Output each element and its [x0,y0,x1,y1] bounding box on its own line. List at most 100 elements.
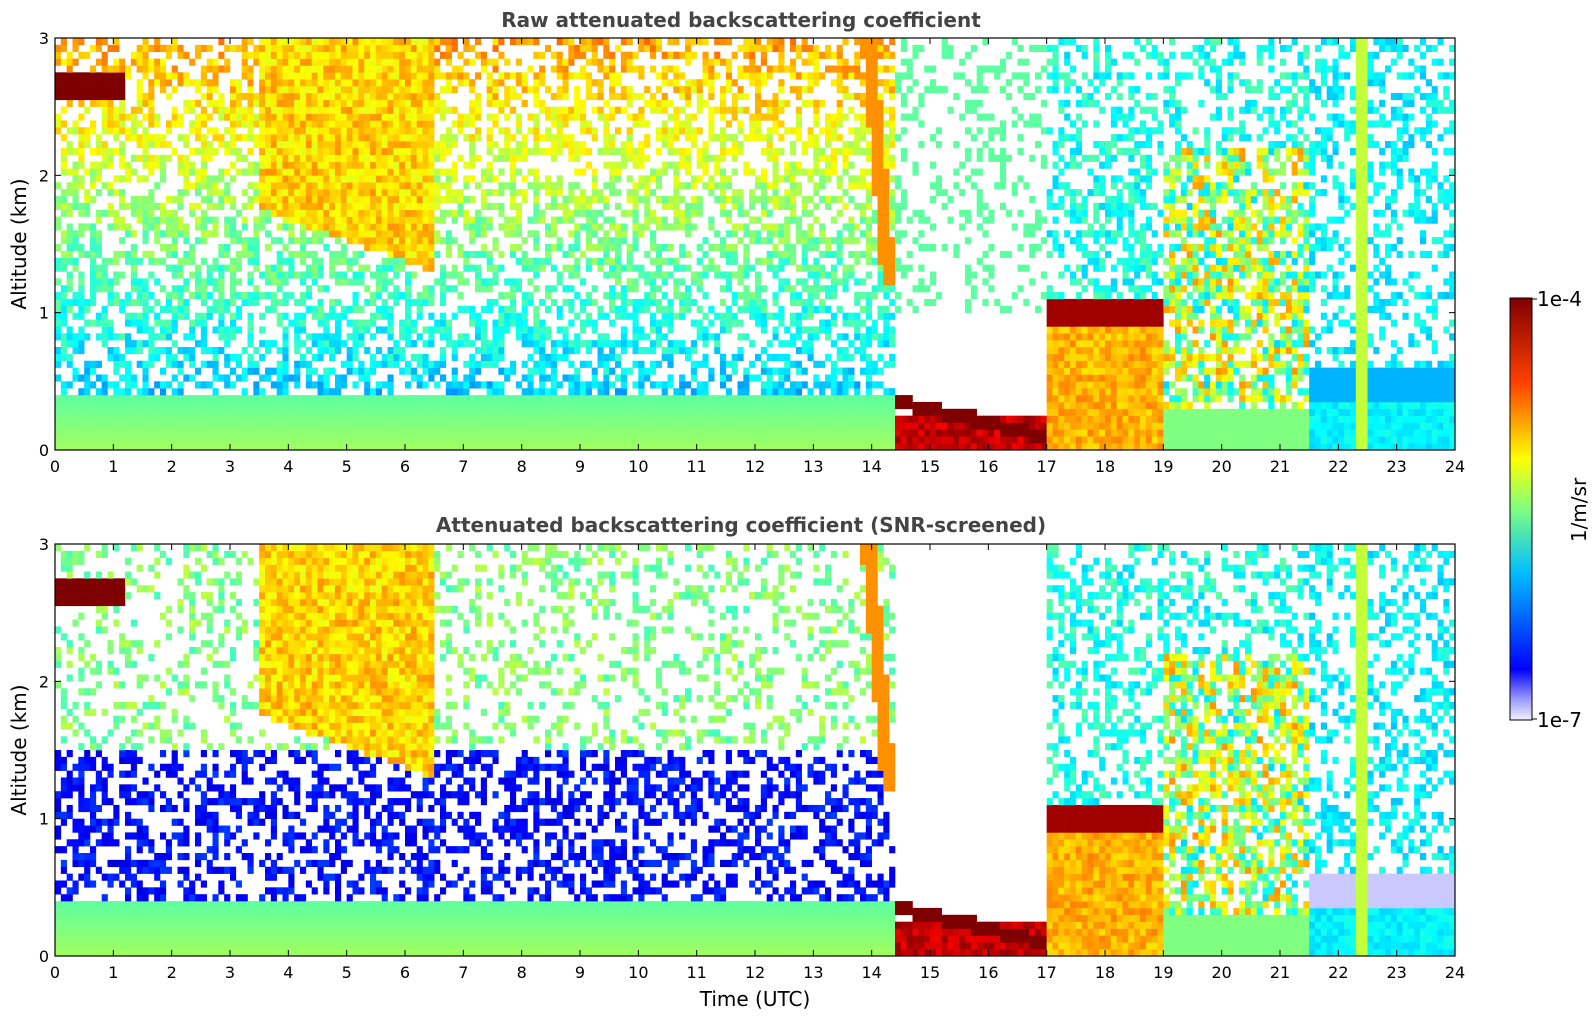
heatmap-cell [556,422,563,430]
heatmap-cell [370,388,377,396]
heatmap-cell [119,86,126,94]
heatmap-cell [370,360,377,368]
heatmap-cell [440,429,447,437]
heatmap-cell [498,319,505,327]
heatmap-cell [475,271,482,279]
heatmap-cell [300,147,307,156]
heatmap-cell [335,38,342,46]
heatmap-cell [393,408,400,416]
heatmap-cell [556,244,563,252]
heatmap-cell [737,347,744,355]
heatmap-cell [428,44,435,53]
heatmap-cell [375,312,382,320]
heatmap-cell [574,168,581,176]
heatmap-cell [393,141,400,149]
heatmap-cell [160,436,167,444]
heatmap-cell [609,305,616,313]
heatmap-cell [55,353,62,362]
heatmap-cell [95,319,102,327]
heatmap-cell [405,408,412,416]
heatmap-cell [609,292,616,300]
heatmap-cell [440,333,447,341]
heatmap-cell [626,141,633,149]
heatmap-cell [778,99,785,107]
heatmap-cell [533,305,540,313]
heatmap-cell [655,360,662,368]
heatmap-cell [230,264,237,272]
heatmap-cell [119,271,126,279]
heatmap-cell [445,168,452,176]
heatmap-cell [405,360,412,368]
heatmap-cell [510,415,517,423]
heatmap-cell [189,395,196,403]
heatmap-cell [200,230,207,238]
heatmap-cell [311,395,318,403]
heatmap-cell [95,58,102,66]
heatmap-cell [72,429,79,437]
heatmap-cell [685,92,692,101]
heatmap-cell [743,415,750,423]
heatmap-cell [305,147,312,156]
heatmap-cell [165,360,172,368]
heatmap-cell [101,271,108,279]
heatmap-cell [772,244,779,252]
heatmap-cell [171,422,178,430]
heatmap-cell [393,189,400,197]
heatmap-cell [492,347,499,355]
heatmap-cell [183,134,190,142]
heatmap-cell [615,147,622,156]
heatmap-cell [329,38,336,46]
heatmap-cell [160,161,167,169]
heatmap-cell [212,326,219,334]
heatmap-cell [585,443,592,451]
heatmap-cell [527,147,534,156]
heatmap-cell [218,264,225,272]
heatmap-cell [364,161,371,169]
heatmap-cell [580,189,587,197]
heatmap-cell [340,134,347,142]
heatmap-cell [574,374,581,382]
heatmap-cell [66,92,73,101]
heatmap-cell [486,250,493,259]
heatmap-cell [375,326,382,334]
heatmap-cell [154,79,161,87]
heatmap-cell [393,168,400,176]
heatmap-cell [422,175,429,183]
heatmap-cell [760,305,767,313]
heatmap-cell [521,134,528,142]
heatmap-cell [679,195,686,204]
heatmap-cell [364,168,371,176]
heatmap-cell [171,415,178,423]
heatmap-cell [160,333,167,341]
heatmap-cell [644,38,651,46]
heatmap-cell [702,237,709,245]
heatmap-cell [597,65,604,73]
heatmap-cell [113,401,120,410]
heatmap-cell [527,230,534,238]
heatmap-cell [510,175,517,183]
heatmap-cell [189,292,196,300]
heatmap-cell [72,347,79,355]
heatmap-cell [148,79,155,87]
heatmap-cell [603,250,610,259]
heatmap-cell [510,422,517,430]
heatmap-cell [580,51,587,59]
heatmap-cell [626,86,633,94]
heatmap-cell [416,209,423,217]
heatmap-cell [381,429,388,437]
heatmap-cell [358,367,365,375]
heatmap-cell [294,161,301,169]
heatmap-cell [393,443,400,451]
heatmap-cell [381,99,388,107]
heatmap-cell [335,92,342,101]
heatmap-cell [615,436,622,444]
heatmap-cell [679,106,686,114]
heatmap-cell [626,298,633,307]
heatmap-cell [498,168,505,176]
heatmap-cell [305,223,312,231]
heatmap-cell [690,443,697,451]
heatmap-cell [282,422,289,430]
heatmap-cell [381,326,388,334]
heatmap-cell [760,257,767,265]
heatmap-cell [679,278,686,286]
